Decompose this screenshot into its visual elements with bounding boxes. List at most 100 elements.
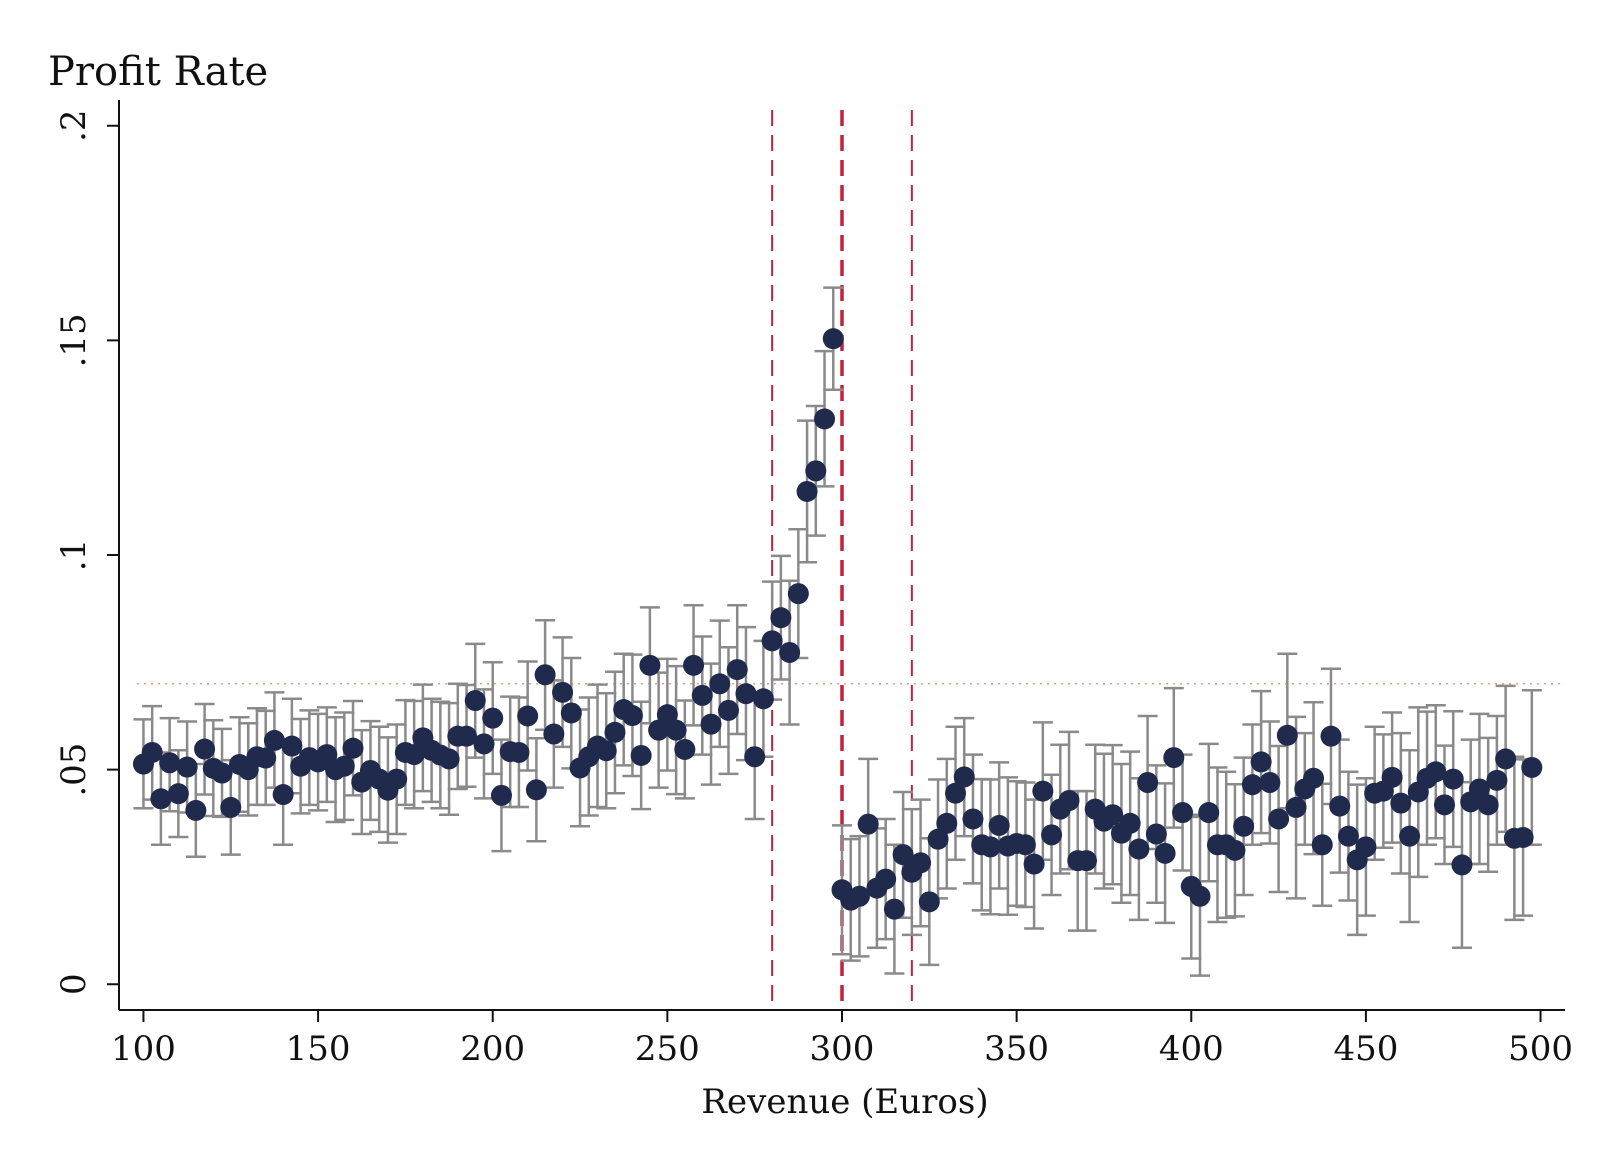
data-point [1259,772,1281,793]
data-point [438,748,460,770]
data-point [700,713,722,735]
data-point [621,705,643,727]
data-point [490,784,512,806]
x-axis-ticks: 100 150 200 250 300 350 400 450 500 [111,1010,1573,1069]
data-point [604,721,626,743]
data-point [1032,780,1054,802]
data-point [386,768,408,790]
data-point [464,690,486,712]
data-point [1041,824,1063,846]
y-tick-label: .2 [54,110,94,142]
data-point [927,828,949,850]
data-point [185,799,207,821]
data-point [1154,842,1176,864]
data-point [534,664,556,686]
data-point [857,813,879,835]
data-point [1399,825,1421,847]
data-point [848,885,870,907]
data-point [1241,774,1263,796]
x-tick-label: 100 [111,1029,176,1069]
data-point [814,408,836,430]
data-point [945,782,967,804]
data-point [962,808,984,830]
data-point [953,766,975,788]
data-point [665,719,687,741]
x-axis-title: Revenue (Euros) [701,1082,988,1122]
data-point [1250,751,1272,773]
data-point [482,707,504,729]
data-point [1014,834,1036,856]
data-point [333,755,355,777]
data-point [1451,854,1473,876]
data-point [936,812,958,834]
data-point [1285,796,1307,818]
data-point [1023,853,1045,875]
data-point [770,607,792,629]
data-point [1137,772,1159,793]
data-point [1355,836,1377,858]
data-point [1058,790,1080,812]
x-tick-label: 500 [1508,1029,1573,1069]
data-point [1425,761,1447,783]
data-point [656,704,678,726]
data-point [1390,792,1412,814]
data-point [194,738,216,760]
y-tick-label: 0 [54,973,94,995]
data-point [1075,850,1097,872]
data-point [1303,767,1325,789]
data-point [988,814,1010,836]
chart-title: Profit Rate [48,49,268,95]
data-point [1128,838,1150,860]
data-point [1119,812,1141,834]
data-point [1442,768,1464,790]
data-point [1495,748,1517,770]
data-point [342,737,364,759]
data-point [176,756,198,778]
data-point [1163,747,1185,769]
data-point [1198,802,1220,824]
data-point [691,684,713,706]
data-point [796,480,818,502]
y-axis-ticks: 0 .05 .1 .15 .2 [54,110,119,995]
data-point [1434,794,1455,816]
error-bars [133,286,1542,977]
data-point [648,719,670,741]
data-point [1102,804,1124,826]
data-point [744,746,766,768]
data-point [779,641,801,663]
data-point [735,683,757,705]
x-tick-label: 350 [984,1029,1049,1069]
data-point [717,699,739,721]
data-point [822,328,844,350]
data-point [473,733,495,755]
data-point [752,688,774,710]
data-point [761,630,783,652]
data-point [910,852,932,874]
data-point [979,836,1001,858]
data-point [726,659,748,681]
data-point [1233,815,1255,837]
x-tick-label: 150 [286,1029,351,1069]
data-point [1145,823,1167,845]
data-point [167,783,189,805]
data-point [255,747,277,769]
data-point [159,752,181,774]
data-point [508,741,530,763]
data-point [1189,885,1211,907]
data-point [1468,778,1490,800]
data-point [709,673,731,695]
data-point [674,738,696,760]
data-points [132,328,1543,920]
x-tick-label: 250 [635,1029,700,1069]
data-point [683,654,705,676]
data-point [1512,826,1534,848]
data-point [1521,756,1543,778]
data-point [456,725,478,747]
data-point [1172,802,1194,824]
x-tick-label: 300 [810,1029,875,1069]
data-point [639,654,661,676]
data-point [220,796,242,818]
data-point [141,741,163,763]
data-point [281,735,303,757]
y-tick-label: .15 [54,313,94,367]
